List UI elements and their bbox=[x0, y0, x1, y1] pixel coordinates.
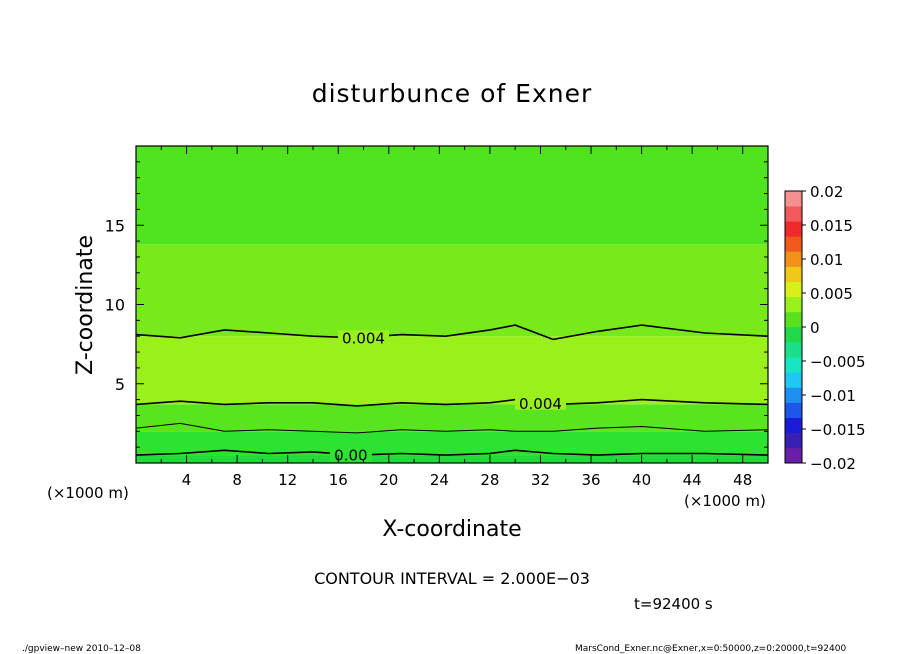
y-tick-label: 15 bbox=[105, 216, 125, 235]
colorbar-segment-0 bbox=[785, 447, 802, 464]
colorbar-label: 0.02 bbox=[810, 183, 843, 201]
contour-line-1 bbox=[135, 398, 769, 407]
fill-band-4 bbox=[136, 244, 768, 337]
colorbar-segment-13 bbox=[785, 251, 802, 267]
contour-label-0: 0.004 bbox=[342, 329, 385, 347]
x-tick-label: 16 bbox=[329, 471, 348, 489]
x-tick-label: 24 bbox=[430, 471, 449, 489]
fill-band-0 bbox=[136, 455, 768, 463]
x-tick-label: 44 bbox=[683, 471, 702, 489]
plot-area bbox=[136, 146, 768, 463]
contour-lines: 0.004 0.004 0.00 bbox=[135, 324, 769, 465]
contour-label-1: 0.004 bbox=[519, 395, 562, 413]
colorbar-segment-7 bbox=[785, 342, 802, 358]
colorbar-segment-9 bbox=[785, 311, 802, 328]
contour-line-0 bbox=[135, 324, 769, 341]
contour-label-bg-3 bbox=[329, 447, 372, 462]
contour-interval-label: CONTOUR INTERVAL = 2.000E−03 bbox=[314, 569, 590, 588]
colorbar-label: −0.015 bbox=[810, 421, 866, 439]
x-tick-label: 20 bbox=[379, 471, 398, 489]
x-tick-label: 48 bbox=[733, 471, 752, 489]
contour-line-3 bbox=[135, 449, 769, 456]
x-tick-label: 40 bbox=[632, 471, 651, 489]
colorbar-label: −0.01 bbox=[810, 387, 856, 405]
colorbar-label: 0.015 bbox=[810, 217, 853, 235]
colorbar-segment-6 bbox=[785, 357, 802, 373]
contour-label-3: 0.00 bbox=[334, 447, 367, 465]
colorbar-segment-3 bbox=[785, 402, 802, 418]
colorbar-segment-17 bbox=[785, 191, 802, 207]
y-tick-label: 10 bbox=[105, 296, 125, 315]
time-label: t=92400 s bbox=[634, 595, 713, 613]
colorbar-label: 0.01 bbox=[810, 251, 843, 269]
colorbar: 0.02 0.015 0.01 0.005 0 −0.005 −0.01 −0.015 −0.0… bbox=[784, 183, 866, 473]
colorbar-segment-12 bbox=[785, 266, 802, 282]
fill-band-2 bbox=[136, 404, 768, 432]
chart-title: disturbunce of Exner bbox=[312, 79, 593, 108]
colorbar-segment-14 bbox=[785, 236, 802, 252]
x-tick-label: 32 bbox=[531, 471, 550, 489]
colorbar-label: −0.02 bbox=[810, 455, 856, 473]
y-tick-label: 5 bbox=[115, 375, 125, 394]
x-unit-left: (×1000 m) bbox=[47, 484, 129, 502]
colorbar-segment-16 bbox=[785, 206, 802, 222]
contour-label-bg-0 bbox=[338, 330, 390, 345]
contour-line-2 bbox=[135, 422, 769, 434]
footer-right-note: MarsCond_Exner.nc@Exner,x=0:50000,z=0:20… bbox=[575, 644, 846, 654]
colorbar-segment-15 bbox=[785, 221, 802, 237]
colorbar-segment-5 bbox=[785, 372, 802, 388]
x-tick-label: 4 bbox=[182, 471, 192, 489]
fill-band-1 bbox=[136, 431, 768, 456]
x-tick-label: 12 bbox=[278, 471, 297, 489]
fill-band-5 bbox=[136, 146, 768, 245]
colorbar-segment-4 bbox=[785, 387, 802, 403]
contour-label-bg-1 bbox=[514, 395, 566, 410]
colorbar-segment-2 bbox=[785, 417, 802, 434]
colorbar-segment-10 bbox=[785, 296, 802, 313]
x-tick-label: 28 bbox=[480, 471, 499, 489]
y-axis-label: Z-coordinate bbox=[73, 235, 98, 375]
fill-band-3 bbox=[136, 336, 768, 405]
colorbar-label: 0.005 bbox=[810, 285, 853, 303]
colorbar-segment-11 bbox=[785, 281, 802, 298]
colorbar-segment-8 bbox=[785, 327, 802, 343]
x-tick-label: 8 bbox=[232, 471, 242, 489]
colorbar-segment-1 bbox=[785, 432, 802, 449]
colorbar-label: −0.005 bbox=[810, 353, 866, 371]
footer-left-note: ./gpview–new 2010–12–08 bbox=[22, 644, 141, 654]
x-tick-label: 36 bbox=[581, 471, 600, 489]
x-unit-right: (×1000 m) bbox=[684, 492, 766, 510]
x-axis-label: X-coordinate bbox=[382, 517, 521, 542]
colorbar-label: 0 bbox=[810, 319, 820, 337]
